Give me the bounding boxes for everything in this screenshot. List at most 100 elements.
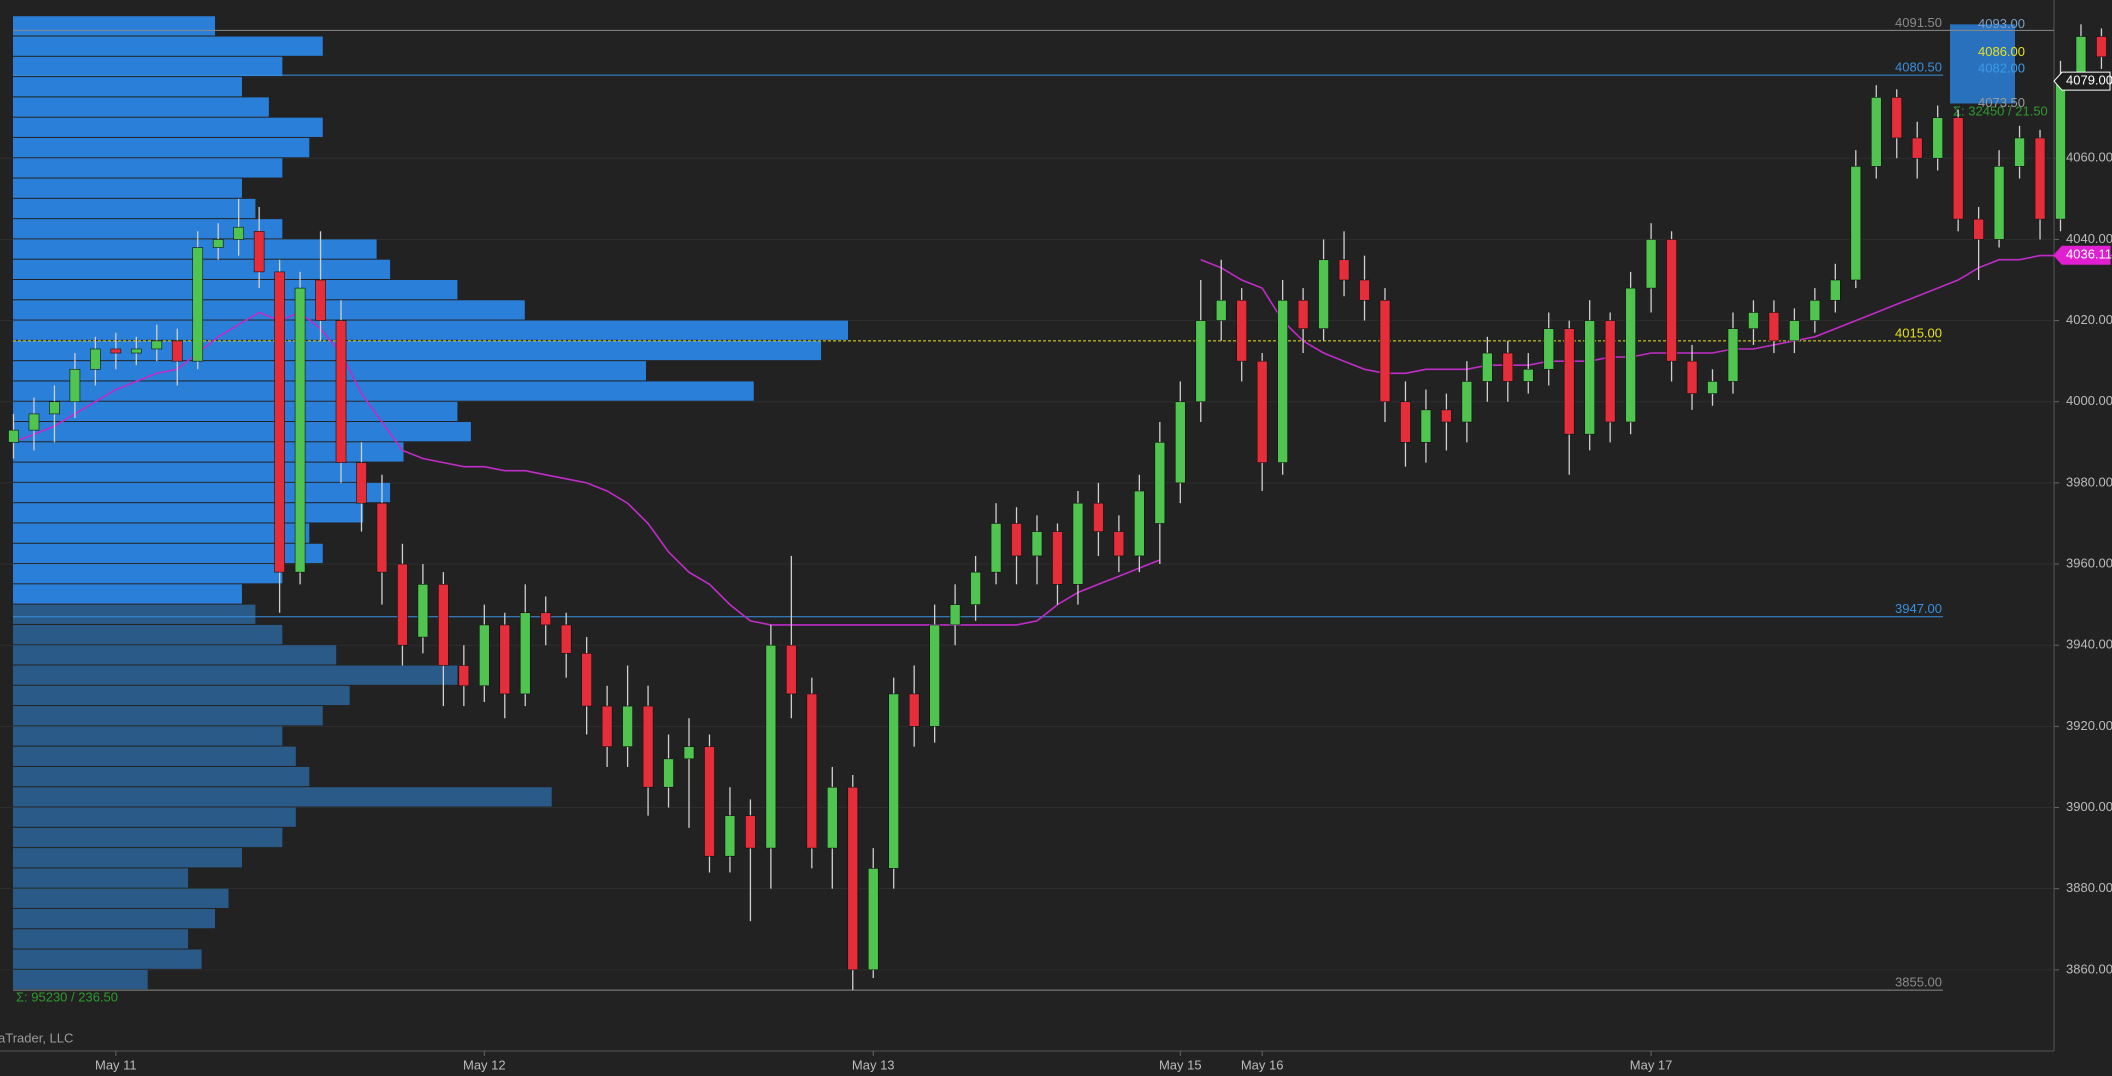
candle-body — [1932, 117, 1943, 159]
candle-body — [417, 584, 429, 638]
candle-body — [601, 705, 613, 747]
candle-body — [233, 226, 244, 240]
candle-body — [1543, 328, 1555, 370]
candle-body — [908, 693, 920, 727]
candle-body — [581, 653, 592, 707]
profile-bar — [13, 198, 256, 219]
candle-body — [1604, 320, 1616, 423]
profile-bar — [13, 848, 242, 868]
candle-body — [1563, 328, 1575, 435]
candle-body — [8, 429, 19, 443]
candle-body — [2075, 36, 2087, 78]
candle-body — [1441, 409, 1452, 423]
candle-body — [1256, 360, 1268, 463]
candle-body — [1236, 299, 1247, 362]
candle-body — [540, 612, 552, 626]
candle-body — [1338, 259, 1350, 281]
level-label: 3947.00 — [1895, 601, 1942, 616]
level-label: 4015.00 — [1895, 325, 1942, 340]
candle-body — [560, 624, 572, 654]
candle-body — [1891, 97, 1903, 139]
x-tick-label: May 16 — [1241, 1057, 1284, 1072]
profile-bar — [13, 503, 364, 523]
candle-body — [1400, 401, 1411, 443]
candle-body — [826, 786, 838, 849]
candle-body — [171, 340, 183, 362]
profile-bar — [13, 279, 458, 300]
profile-bar — [13, 584, 242, 604]
profile-bar — [13, 97, 269, 117]
candle-body — [1645, 239, 1657, 289]
candle-body — [376, 502, 388, 573]
candle-body — [356, 462, 367, 504]
candle-body — [2055, 76, 2066, 220]
candle-body — [1277, 299, 1288, 463]
profile-bar — [13, 746, 296, 766]
candle-body — [2014, 137, 2025, 167]
level-label: 4080.50 — [1895, 60, 1942, 75]
candle-body — [1215, 299, 1227, 321]
profile-bar — [13, 665, 458, 685]
candle-body — [110, 348, 122, 354]
level-label: 3855.00 — [1895, 975, 1942, 990]
profile-bar — [13, 300, 525, 320]
profile-bar — [13, 685, 350, 706]
session-profile — [1950, 24, 2015, 104]
candle-body — [888, 693, 900, 869]
profile-bar — [13, 766, 310, 787]
candle-body — [1113, 531, 1125, 557]
level-label: 4091.50 — [1895, 15, 1942, 30]
profile-bar — [13, 604, 256, 624]
candle-body — [253, 231, 265, 273]
candle-body — [1195, 320, 1207, 403]
candle-body — [1830, 279, 1841, 301]
profile-bar — [13, 908, 216, 929]
candle-body — [1011, 523, 1022, 557]
profile-label: 4082.00 — [1978, 60, 2025, 75]
profile-bar — [13, 381, 754, 401]
candle-body — [786, 644, 797, 695]
profile-bar — [13, 340, 822, 361]
candle-body — [397, 563, 408, 646]
candle-body — [151, 340, 163, 350]
candle-body — [1461, 381, 1473, 423]
candle-body — [1359, 279, 1370, 301]
profile-bar — [13, 158, 283, 178]
candle-body — [1870, 97, 1882, 167]
profile-bar — [13, 16, 216, 36]
candle-body — [847, 786, 859, 971]
profile-bar — [13, 888, 229, 908]
candle-body — [1154, 442, 1166, 524]
candle-body — [274, 271, 285, 573]
watermark: aTrader, LLC — [0, 1030, 73, 1045]
candle-body — [1297, 299, 1309, 329]
profile-label: 4086.00 — [1978, 44, 2025, 59]
candle-body — [1952, 117, 1964, 220]
candle-body — [458, 665, 470, 687]
candle-body — [1707, 381, 1718, 394]
candle-body — [806, 693, 818, 849]
candle-body — [724, 815, 736, 857]
candle-body — [1748, 312, 1759, 329]
candle-body — [1686, 360, 1698, 394]
candle-body — [683, 746, 695, 760]
x-tick-label: May 11 — [95, 1057, 137, 1072]
candle-body — [1174, 401, 1186, 484]
profile-bar — [13, 868, 189, 888]
profile-bar — [13, 827, 283, 848]
y-tick-label: 4000.00 — [2066, 393, 2112, 408]
profile-bar — [13, 320, 848, 340]
profile-sum: Σ: 32450 / 21.50 — [1953, 103, 2048, 118]
candle-body — [131, 348, 142, 354]
profile-bar — [13, 178, 242, 198]
candle-body — [1072, 502, 1084, 585]
profile-bar — [13, 56, 283, 77]
candle-body — [1911, 137, 1923, 159]
candle-body — [212, 239, 224, 248]
price-tag-label: 4036.11 — [2066, 247, 2112, 262]
candle-body — [949, 604, 961, 626]
candle-body — [1789, 320, 1800, 342]
candle-body — [192, 247, 204, 362]
candle-body — [49, 401, 60, 415]
